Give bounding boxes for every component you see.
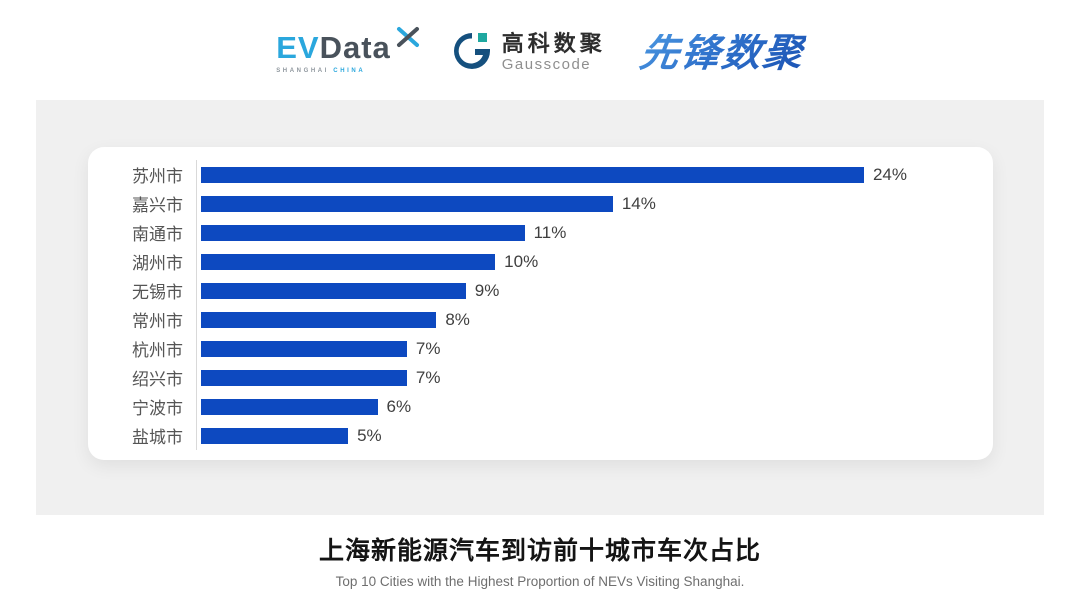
chart-card: 苏州市 24% 嘉兴市 14% 南通市 11% 湖州市 10% 无锡市 9% 常州市 8% 杭州市 7% 绍… — [88, 147, 993, 460]
category-label: 绍兴市 — [132, 370, 183, 389]
bar — [201, 340, 407, 357]
bar — [201, 398, 378, 415]
value-label: 5% — [357, 425, 382, 445]
evdata-logo: EVData SHANGHAI CHINA — [276, 27, 419, 74]
chart-row: 无锡市 9% — [88, 276, 993, 305]
bar-track: 6% — [201, 397, 907, 417]
bar-area: 8% — [196, 305, 993, 334]
bar-track: 5% — [201, 426, 907, 446]
gausscode-g-icon — [451, 30, 493, 77]
chart-row: 嘉兴市 14% — [88, 189, 993, 218]
value-label: 7% — [415, 367, 441, 387]
chart-row: 湖州市 10% — [88, 247, 993, 276]
caption-block: 上海新能源汽车到访前十城市车次占比 Top 10 Cities with the… — [0, 531, 1080, 589]
bar — [201, 224, 525, 241]
evdata-x-icon — [395, 24, 421, 55]
gausscode-text: 高科数聚 Gausscode — [501, 31, 606, 74]
value-label: 24% — [872, 164, 907, 184]
chart-row: 常州市 8% — [88, 305, 993, 334]
evdata-data-text: Data — [319, 30, 391, 65]
evdata-subtitle: SHANGHAI CHINA — [276, 68, 366, 74]
value-label: 10% — [504, 251, 539, 271]
bar — [201, 166, 864, 183]
category-label: 湖州市 — [132, 254, 183, 273]
bar-area: 24% — [196, 160, 993, 189]
category-label: 无锡市 — [132, 283, 183, 302]
category-label: 宁波市 — [132, 399, 183, 418]
header-logo-strip: EVData SHANGHAI CHINA 高科数聚 Gausscode 先锋数… — [0, 22, 1080, 84]
bar-track: 8% — [201, 310, 907, 330]
bar — [201, 311, 437, 328]
bar-track: 14% — [201, 194, 907, 214]
category-label: 南通市 — [132, 225, 183, 244]
chart-subtitle: Top 10 Cities with the Highest Proportio… — [335, 574, 745, 589]
chart-row: 南通市 11% — [88, 218, 993, 247]
value-label: 14% — [621, 193, 656, 213]
bar — [201, 427, 349, 444]
category-label: 常州市 — [132, 312, 183, 331]
bar-track: 10% — [201, 252, 907, 272]
value-label: 8% — [445, 309, 470, 329]
bar — [201, 253, 496, 270]
chart-row: 苏州市 24% — [88, 160, 993, 189]
chart-row: 绍兴市 7% — [88, 363, 993, 392]
value-label: 9% — [474, 280, 500, 300]
value-label: 11% — [533, 222, 567, 242]
bar-track: 11% — [201, 223, 907, 243]
bar — [201, 282, 466, 299]
evdata-wordmark: EVData — [276, 32, 391, 63]
bar-area: 7% — [196, 363, 993, 392]
gausscode-logo: 高科数聚 Gausscode — [451, 30, 606, 77]
evdata-ev-text: EV — [276, 30, 320, 65]
bar-track: 7% — [201, 339, 907, 359]
bar-area: 10% — [196, 247, 993, 276]
category-label: 嘉兴市 — [132, 196, 183, 215]
bar-area: 6% — [196, 392, 993, 421]
bar-area: 9% — [196, 276, 993, 305]
bar-area: 11% — [196, 218, 993, 247]
chart-row: 杭州市 7% — [88, 334, 993, 363]
chart-row: 宁波市 6% — [88, 392, 993, 421]
value-label: 7% — [415, 338, 441, 358]
bar — [201, 195, 613, 212]
pioneer-logo: 先锋数聚 — [636, 31, 807, 75]
gausscode-en-name: Gausscode — [501, 56, 592, 74]
bar-area: 7% — [196, 334, 993, 363]
bar-track: 24% — [201, 165, 907, 185]
bar-track: 7% — [201, 368, 907, 388]
bar-area: 5% — [196, 421, 993, 450]
category-label: 苏州市 — [132, 167, 183, 186]
bar-chart: 苏州市 24% 嘉兴市 14% 南通市 11% 湖州市 10% 无锡市 9% 常州市 8% 杭州市 7% 绍… — [88, 160, 993, 450]
category-label: 杭州市 — [132, 341, 183, 360]
bar-area: 14% — [196, 189, 993, 218]
bar — [201, 369, 407, 386]
chart-panel: 苏州市 24% 嘉兴市 14% 南通市 11% 湖州市 10% 无锡市 9% 常州市 8% 杭州市 7% 绍… — [36, 100, 1044, 515]
gausscode-cn-name: 高科数聚 — [501, 31, 606, 57]
chart-title: 上海新能源汽车到访前十城市车次占比 — [318, 537, 761, 565]
category-label: 盐城市 — [132, 428, 183, 447]
chart-row: 盐城市 5% — [88, 421, 993, 450]
value-label: 6% — [386, 396, 412, 416]
bar-track: 9% — [201, 281, 907, 301]
